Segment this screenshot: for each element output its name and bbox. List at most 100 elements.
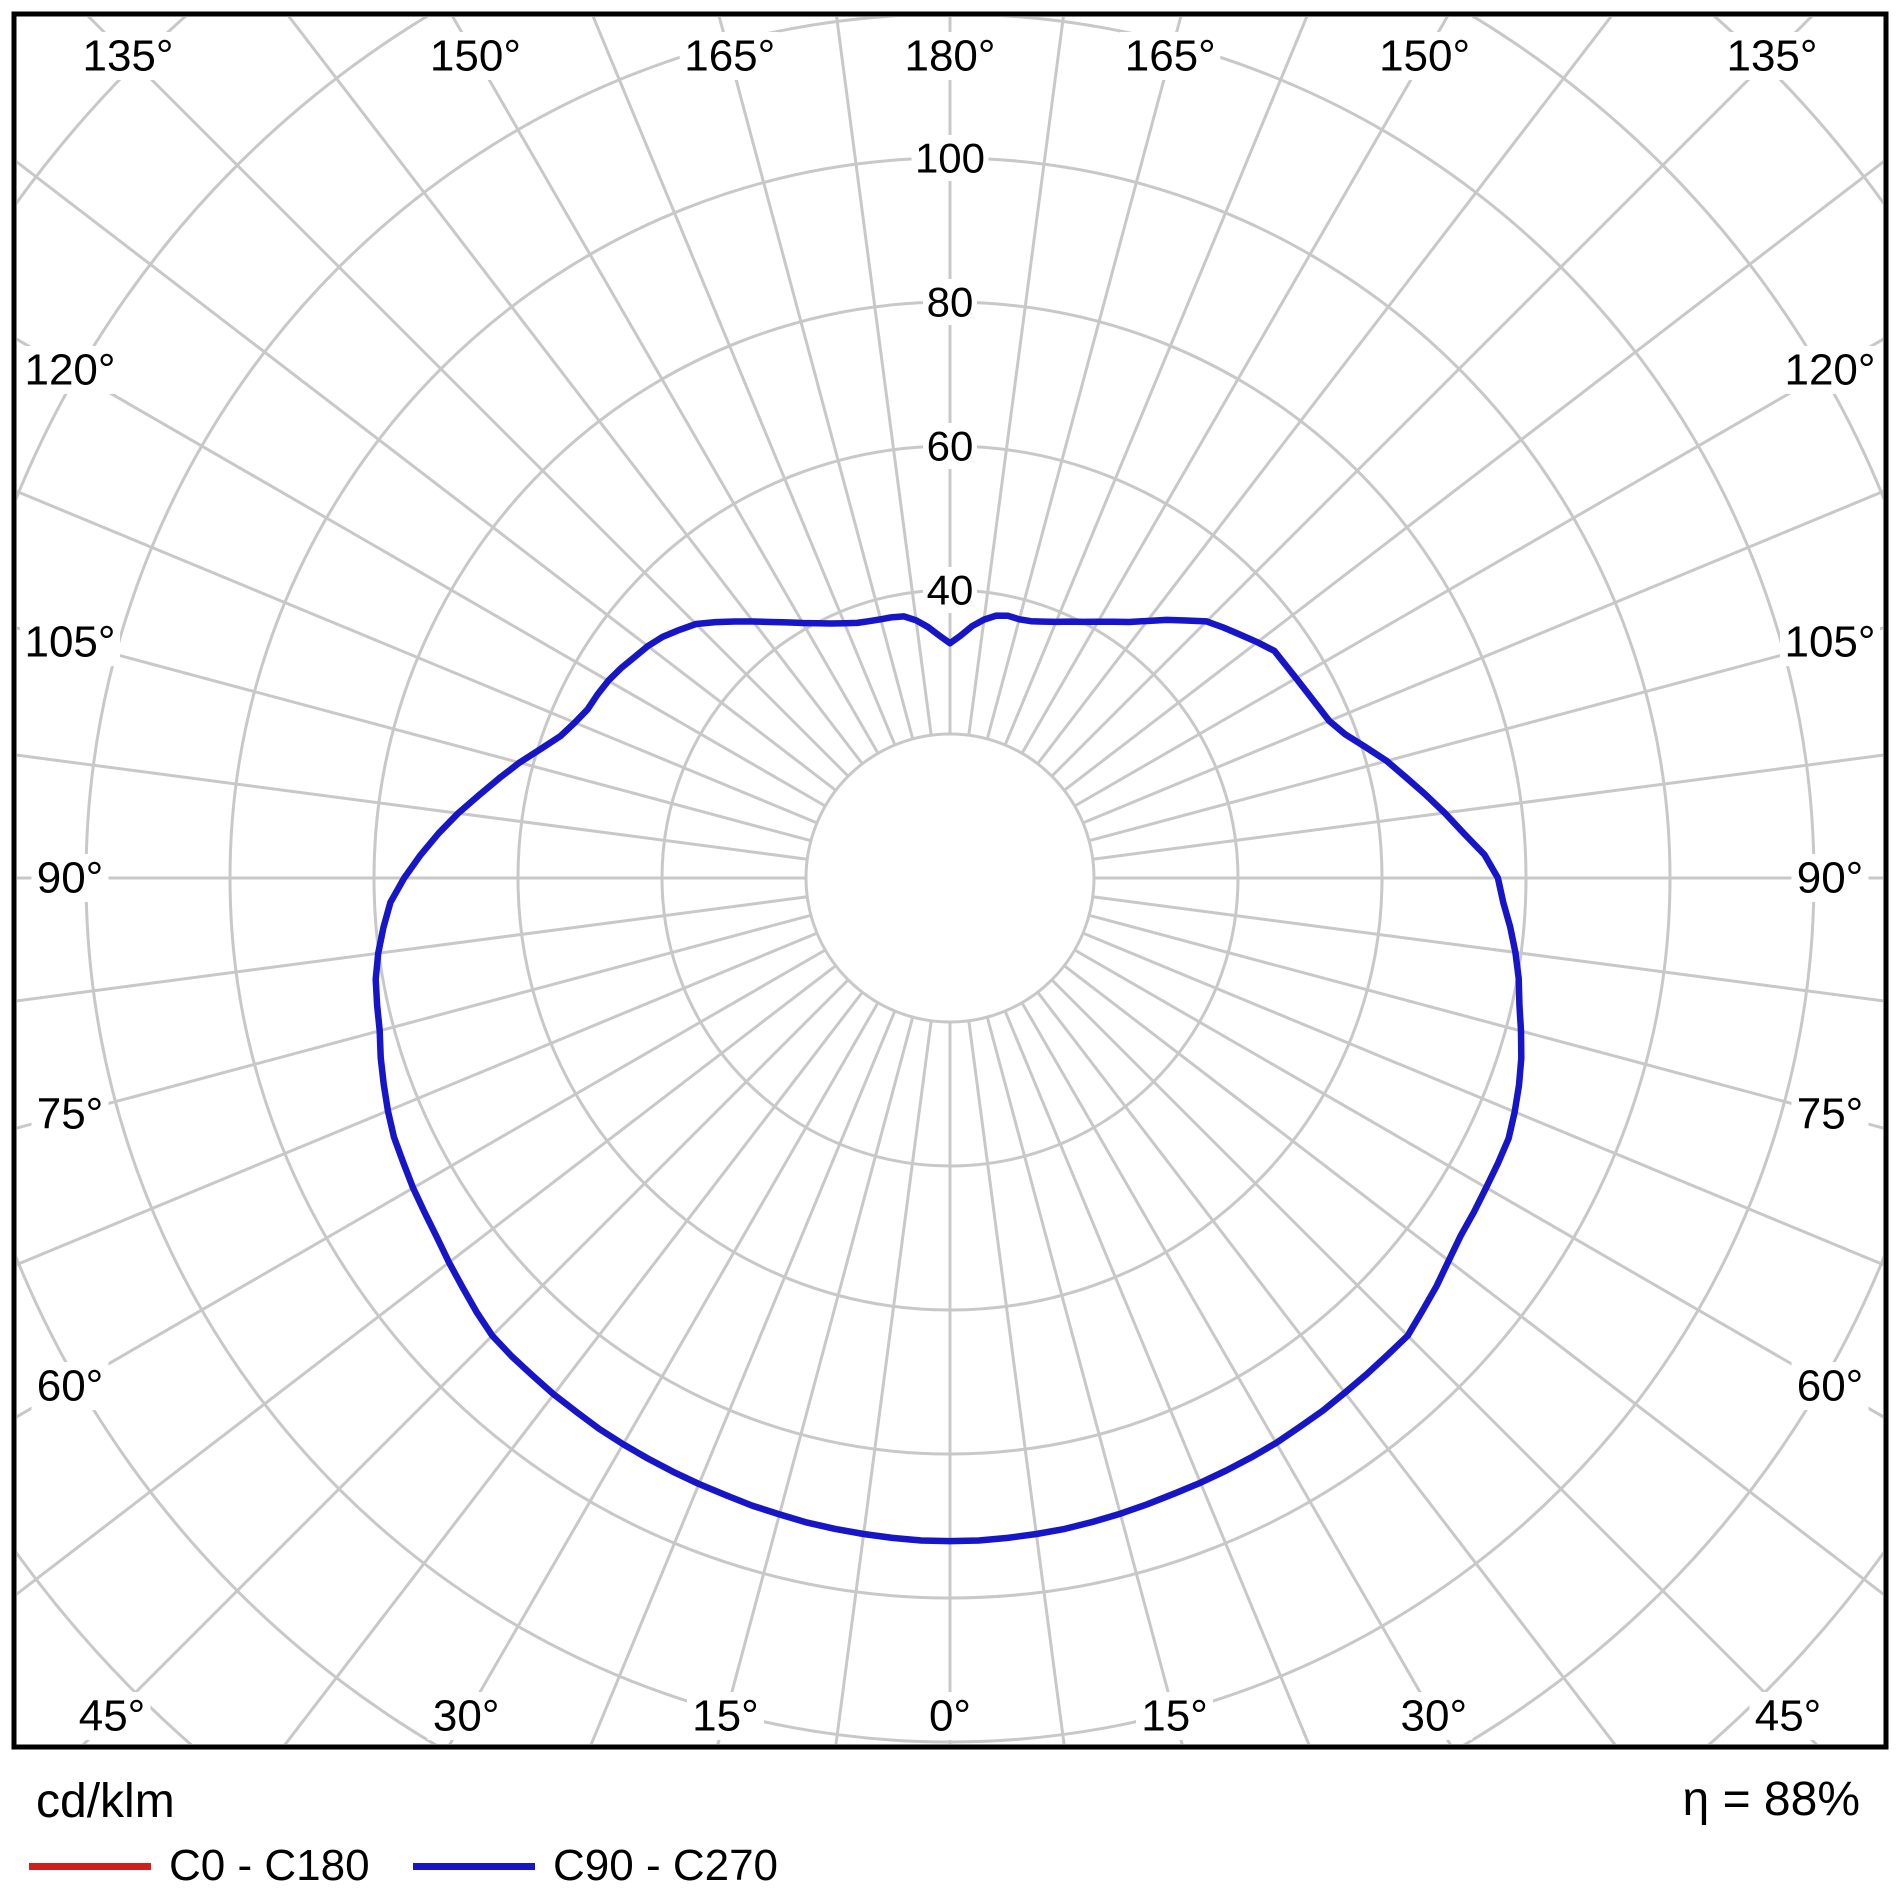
grid-radial-line (717, 17, 915, 740)
label-backdrop (78, 32, 178, 80)
grid-radial-line (283, 991, 864, 1744)
legend-line-red-swatch (29, 1862, 151, 1870)
grid-radial-line (1088, 913, 1883, 1130)
label-backdrop (911, 135, 989, 181)
label-backdrop (1780, 618, 1880, 667)
legend-label-c90-c270: C90 - C270 (553, 1841, 779, 1890)
label-backdrop (1749, 1692, 1827, 1740)
angle-label: 165° (684, 32, 775, 81)
angle-label: 60° (1797, 1362, 1864, 1411)
label-backdrop (1791, 854, 1869, 902)
label-backdrop (1791, 1089, 1869, 1138)
angle-label: 30° (433, 1692, 500, 1741)
label-backdrop (31, 1089, 109, 1138)
grid-radial-line (985, 1016, 1184, 1744)
label-backdrop (679, 32, 780, 80)
angle-label: 150° (430, 32, 521, 81)
grid-radial-line (17, 964, 837, 1596)
label-backdrop (923, 567, 977, 613)
angle-label: 75° (1797, 1089, 1864, 1138)
radial-tick-label: 40 (927, 567, 974, 614)
grid-radial-line (1073, 948, 1883, 1419)
grid-radial-line (1020, 1001, 1452, 1744)
grid-ring (804, 732, 1096, 1024)
curve-c90-c270 (372, 612, 1525, 1545)
grid-radial-line (17, 948, 827, 1419)
grid-radial-line (1036, 17, 1613, 765)
grid-radial-line (17, 626, 812, 843)
angle-label: 0° (929, 1692, 971, 1741)
label-backdrop (1374, 32, 1475, 80)
grid-radial-line (17, 895, 808, 1003)
grid-radial-line (985, 17, 1183, 740)
label-backdrop (1780, 345, 1880, 394)
angle-label: 15° (1141, 1692, 1208, 1741)
legend-item-c90-c270: C90 - C270 (413, 1841, 778, 1891)
angle-label: 60° (37, 1362, 104, 1411)
grid-radial-line (448, 1001, 880, 1744)
label-backdrop (31, 1362, 109, 1411)
angle-label: 180° (904, 32, 995, 81)
label-backdrop (686, 1692, 764, 1740)
label-backdrop (20, 345, 120, 394)
grid-radial-line (967, 1020, 1066, 1744)
label-backdrop (1722, 32, 1822, 80)
angle-label: 90° (1797, 854, 1864, 903)
radial-tick-label: 80 (927, 279, 974, 326)
label-backdrop (20, 618, 120, 667)
legend-line-blue-swatch (413, 1862, 535, 1870)
label-backdrop (1791, 1362, 1869, 1411)
grid-radial-line (17, 931, 818, 1267)
angle-label: 15° (692, 1692, 759, 1741)
grid-radial-line (1082, 931, 1883, 1267)
grid-radial-line (591, 17, 897, 746)
angle-label: 120° (1784, 345, 1875, 394)
legend-label-c0-c180: C0 - C180 (169, 1841, 370, 1890)
angle-label: 45° (79, 1692, 146, 1741)
label-backdrop (923, 423, 977, 469)
grid-radial-line (287, 17, 864, 765)
grid-radial-line (81, 978, 850, 1744)
grid-radial-line (17, 160, 837, 792)
grid-radial-line (1050, 978, 1819, 1744)
grid-radial-line (589, 1010, 897, 1744)
angle-label: 135° (1726, 32, 1817, 81)
grid-radial-line (17, 913, 812, 1130)
grid-radial-line (17, 753, 808, 861)
angle-label: 150° (1379, 32, 1470, 81)
grid-radial-line (967, 17, 1065, 736)
angle-label: 90° (37, 854, 104, 903)
angle-label: 120° (24, 345, 115, 394)
angle-label: 135° (82, 32, 173, 81)
legend-item-c0-c180: C0 - C180 (29, 1841, 370, 1891)
grid-radial-line (716, 1016, 915, 1744)
angle-label: 75° (37, 1089, 104, 1138)
radial-tick-label: 60 (927, 423, 974, 470)
label-backdrop (923, 279, 977, 325)
grid-radial-line (1063, 160, 1883, 792)
grid-radial-line (1092, 895, 1883, 1003)
angle-label: 45° (1755, 1692, 1822, 1741)
label-backdrop (1395, 1692, 1473, 1740)
grid-radial-line (834, 1020, 933, 1744)
grid-radial-line (1036, 991, 1617, 1744)
grid-radial-line (1088, 626, 1883, 843)
grid-radial-line (1073, 337, 1883, 808)
label-backdrop (425, 32, 526, 80)
angle-label: 105° (1784, 618, 1875, 667)
radial-tick-label: 100 (915, 135, 985, 182)
label-backdrop (900, 32, 1000, 80)
angle-label: 105° (24, 618, 115, 667)
angle-label: 30° (1401, 1692, 1468, 1741)
angle-label: 165° (1125, 32, 1216, 81)
grid-radial-line (1092, 753, 1883, 861)
grid-radial-line (1063, 964, 1883, 1596)
label-backdrop (1136, 1692, 1214, 1740)
label-backdrop (1120, 32, 1221, 80)
label-backdrop (923, 1692, 977, 1740)
grid-radial-line (835, 17, 933, 736)
efficiency-label: η = 88% (1682, 1773, 1860, 1826)
label-backdrop (427, 1692, 505, 1740)
